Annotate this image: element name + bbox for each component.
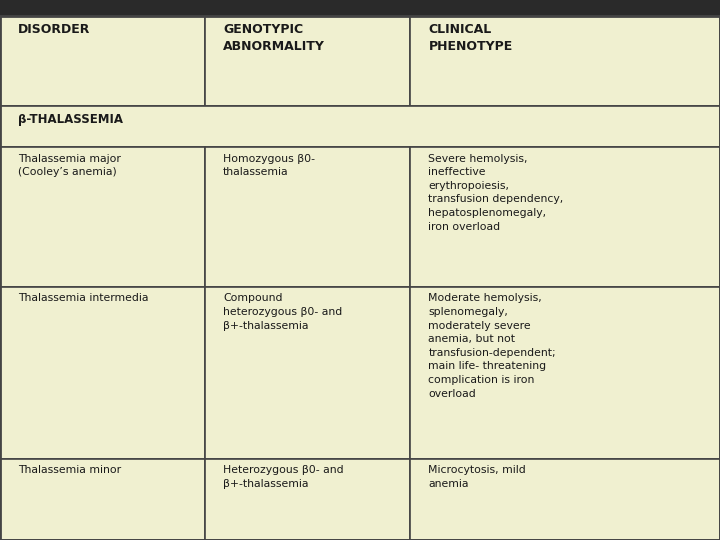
Bar	[0, 106, 720, 147]
Text: Moderate hemolysis,
splenomegaly,
moderately severe
anemia, but not
transfusion-: Moderate hemolysis, splenomegaly, modera…	[428, 293, 556, 399]
Text: Homozygous β0-
thalassemia: Homozygous β0- thalassemia	[223, 153, 315, 177]
Bar	[205, 458, 410, 540]
Bar	[0, 458, 205, 540]
Bar	[205, 287, 410, 458]
Text: β-THALASSEMIA: β-THALASSEMIA	[18, 113, 123, 126]
Text: Thalassemia intermedia: Thalassemia intermedia	[18, 293, 148, 303]
Text: GENOTYPIC
ABNORMALITY: GENOTYPIC ABNORMALITY	[223, 23, 325, 53]
Text: CLINICAL
PHENOTYPE: CLINICAL PHENOTYPE	[428, 23, 513, 53]
Text: Severe hemolysis,
ineffective
erythropoiesis,
transfusion dependency,
hepatosple: Severe hemolysis, ineffective erythropoi…	[428, 153, 564, 232]
Bar	[0, 0, 720, 16]
Text: Compound
heterozygous β0- and
β+-thalassemia: Compound heterozygous β0- and β+-thalass…	[223, 293, 343, 330]
Text: Microcytosis, mild
anemia: Microcytosis, mild anemia	[428, 465, 526, 489]
Bar	[410, 147, 720, 287]
Text: Heterozygous β0- and
β+-thalassemia: Heterozygous β0- and β+-thalassemia	[223, 465, 344, 489]
Text: Thalassemia major
(Cooley’s anemia): Thalassemia major (Cooley’s anemia)	[18, 153, 121, 177]
Bar	[205, 147, 410, 287]
Text: Thalassemia minor: Thalassemia minor	[18, 465, 121, 475]
Bar	[205, 16, 410, 106]
Text: DISORDER: DISORDER	[18, 23, 91, 36]
Bar	[0, 16, 205, 106]
Bar	[410, 287, 720, 458]
Bar	[0, 287, 205, 458]
Bar	[0, 147, 205, 287]
Bar	[410, 16, 720, 106]
Bar	[410, 458, 720, 540]
